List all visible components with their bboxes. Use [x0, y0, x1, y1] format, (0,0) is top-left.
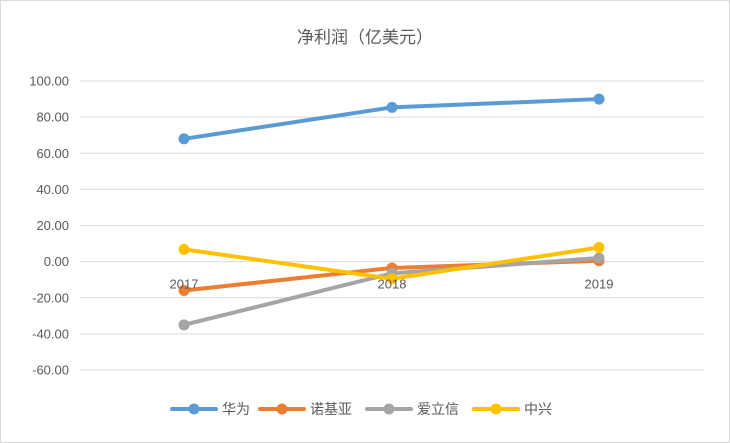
x-tick-label: 2019 [585, 277, 614, 292]
series-0 [178, 93, 605, 145]
data-point [178, 243, 190, 255]
series-lines [178, 93, 605, 331]
legend-item: 中兴 [472, 402, 552, 418]
x-axis-tick-labels: 2017 2018 2019 [170, 277, 614, 292]
x-tick-label: 2017 [170, 277, 199, 292]
legend-label: 诺基亚 [310, 401, 352, 418]
y-axis-tick-labels: 100.00 80.00 60.00 40.00 20.00 0.00 -20.00 -40.… [29, 74, 69, 378]
series-3 [178, 242, 605, 285]
y-tick-label: -60.00 [32, 363, 69, 378]
data-point [178, 285, 190, 297]
y-tick-label: 100.00 [29, 74, 69, 89]
y-tick-label: 0.00 [44, 254, 69, 269]
legend-item: 华为 [170, 402, 250, 418]
data-point [593, 252, 605, 264]
y-tick-label: 60.00 [36, 146, 69, 161]
legend-swatch-marker [188, 403, 200, 415]
data-point [386, 273, 398, 285]
legend-label: 爱立信 [417, 402, 459, 418]
legend-swatch-marker [383, 403, 395, 415]
data-point [593, 242, 605, 254]
data-point [178, 319, 190, 331]
y-tick-label: 80.00 [36, 110, 69, 125]
legend-label: 中兴 [524, 402, 552, 418]
legend-item: 诺基亚 [258, 401, 352, 418]
data-point [386, 101, 398, 113]
gridlines [80, 80, 704, 371]
y-tick-label: 40.00 [36, 182, 69, 197]
y-tick-label: -20.00 [32, 290, 69, 305]
legend-label: 华为 [222, 402, 250, 418]
legend: 华为 诺基亚 爱立信 中兴 [170, 401, 552, 418]
legend-item: 爱立信 [365, 402, 459, 418]
chart-title: 净利润（亿美元） [297, 28, 433, 48]
x-tick-label: 2018 [378, 277, 407, 292]
data-point [178, 133, 190, 145]
legend-swatch-marker [490, 403, 502, 415]
legend-swatch-marker [276, 403, 288, 415]
data-point [593, 93, 605, 105]
y-tick-label: 20.00 [36, 218, 69, 233]
y-tick-label: -40.00 [32, 326, 69, 341]
